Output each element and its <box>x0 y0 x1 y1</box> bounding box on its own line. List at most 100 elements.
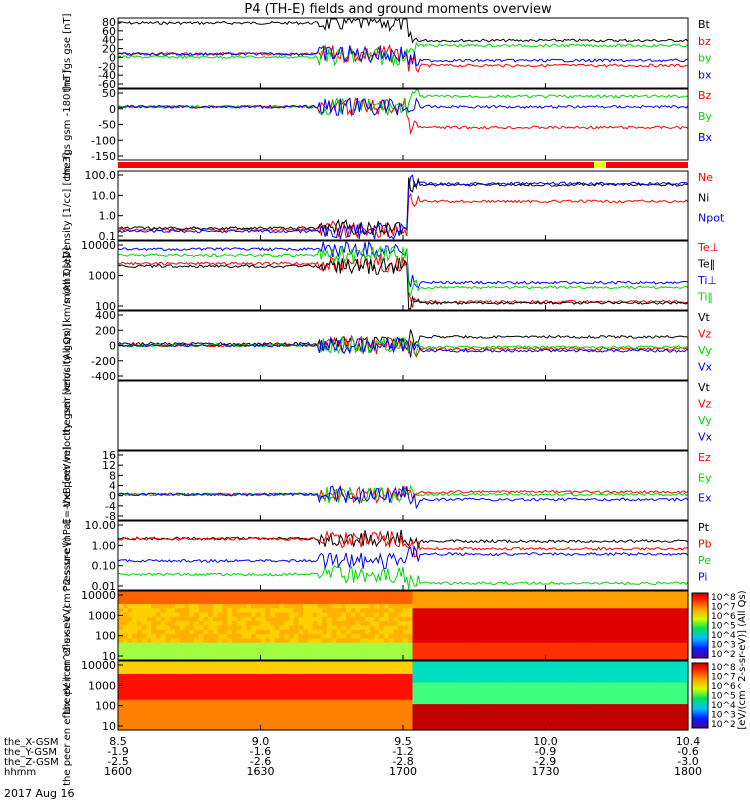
spectrogram-cell <box>365 603 371 609</box>
spectrogram-cell <box>213 699 219 705</box>
spectrogram-cell <box>308 621 314 627</box>
spectrogram-cell <box>593 625 599 631</box>
spectrogram-cell <box>179 678 186 684</box>
spectrogram-cell <box>635 647 642 652</box>
spectrogram-cell <box>341 686 347 692</box>
spectrogram-cell <box>346 691 352 697</box>
spectrogram-cell <box>550 712 556 718</box>
spectrogram-cell <box>232 638 238 644</box>
spectrogram-cell <box>341 717 347 722</box>
spectrogram-cell <box>593 725 599 731</box>
spectrogram-cell <box>227 616 233 622</box>
spectrogram-cell <box>336 625 342 631</box>
spectrogram-cell <box>407 634 414 640</box>
y-tick-label: -100 <box>91 134 116 147</box>
spectrogram-cell <box>303 651 309 657</box>
spectrogram-cell <box>175 638 181 644</box>
spectrogram-cell <box>127 625 133 631</box>
spectrogram-cell <box>607 655 613 661</box>
spectrogram-cell <box>179 712 186 718</box>
spectrogram-cell <box>222 655 228 661</box>
spectrogram-cell <box>678 638 684 644</box>
spectrogram-cell <box>445 603 452 609</box>
spectrogram-cell <box>222 678 228 684</box>
spectrogram-cell <box>251 686 257 692</box>
spectrogram-cell <box>336 712 342 718</box>
spectrogram-cell <box>602 608 608 614</box>
spectrogram-cell <box>213 673 219 679</box>
spectrogram-cell <box>426 708 433 714</box>
spectrogram-cell <box>336 621 342 627</box>
spectrogram-cell <box>279 651 285 657</box>
spectrogram-cell <box>379 603 385 609</box>
spectrogram-cell <box>678 695 684 701</box>
spectrogram-cell <box>322 725 328 731</box>
spectrogram-cell <box>545 647 551 652</box>
spectrogram-cell <box>118 608 124 614</box>
spectrogram-cell <box>374 616 380 622</box>
spectrogram-cell <box>360 629 366 635</box>
spectrogram-cell <box>122 642 129 648</box>
spectrogram-cell <box>664 691 670 697</box>
spectrogram-cell <box>441 721 447 727</box>
spectrogram-cell <box>189 599 195 605</box>
time-axis-z-value: -2.6 <box>250 755 271 768</box>
spectrogram-cell <box>474 665 480 671</box>
spectrogram-cell <box>607 725 613 731</box>
spectrogram-cell <box>127 603 133 609</box>
spectrogram-cell <box>640 629 646 635</box>
spectrogram-cell <box>659 665 665 671</box>
spectrogram-cell <box>602 616 608 622</box>
spectrogram-cell <box>521 669 528 675</box>
spectrogram-cell <box>602 699 608 705</box>
spectrogram-cell <box>365 595 371 601</box>
spectrogram-cell <box>612 608 618 614</box>
spectrogram-cell <box>365 647 371 652</box>
spectrogram-cell <box>374 695 380 701</box>
y-tick-label: -400 <box>91 370 116 383</box>
spectrogram-cell <box>517 717 523 722</box>
spectrogram-cell <box>260 638 266 644</box>
legend-bx: Bx <box>698 131 713 144</box>
spectrogram-cell <box>569 651 575 657</box>
spectrogram-cell <box>160 634 167 640</box>
spectrogram-cell <box>241 669 247 675</box>
spectrogram-cell <box>331 682 338 688</box>
spectrogram-cell <box>260 599 266 605</box>
spectrogram-cell <box>122 721 129 727</box>
spectrogram-cell <box>255 665 262 671</box>
spectrogram-cell <box>327 712 333 718</box>
spectrogram-cell <box>194 591 200 596</box>
spectrogram-cell <box>626 686 632 692</box>
spectrogram-cell <box>441 691 447 697</box>
spectrogram-cell <box>270 608 276 614</box>
spectrogram-cell <box>179 682 186 688</box>
spectrogram-cell <box>464 642 471 648</box>
spectrogram-cell <box>493 621 499 627</box>
spectrogram-cell <box>512 661 518 666</box>
spectrogram-cell <box>355 599 361 605</box>
spectrogram-cell <box>132 725 138 731</box>
spectrogram-cell <box>217 642 224 648</box>
spectrogram-cell <box>165 673 171 679</box>
spectrogram-cell <box>179 599 186 605</box>
spectrogram-cell <box>436 708 442 714</box>
spectrogram-cell <box>303 704 309 710</box>
spectrogram-cell <box>407 682 414 688</box>
spectrogram-cell <box>298 686 304 692</box>
spectrogram-cell <box>165 616 171 622</box>
spectrogram-cell <box>464 591 471 596</box>
spectrogram-cell <box>531 647 537 652</box>
spectrogram-cell <box>460 695 466 701</box>
spectrogram-cell <box>460 655 466 661</box>
spectrogram-cell <box>298 682 304 688</box>
spectrogram-cell <box>312 599 319 605</box>
spectrogram-cell <box>355 591 361 596</box>
spectrogram-cell <box>426 603 433 609</box>
spectrogram-cell <box>583 682 589 688</box>
spectrogram-cell <box>669 712 675 718</box>
spectrogram-cell <box>298 634 304 640</box>
spectrogram-cell <box>469 669 475 675</box>
spectrogram-cell <box>407 695 414 701</box>
spectrogram-cell <box>412 591 418 596</box>
